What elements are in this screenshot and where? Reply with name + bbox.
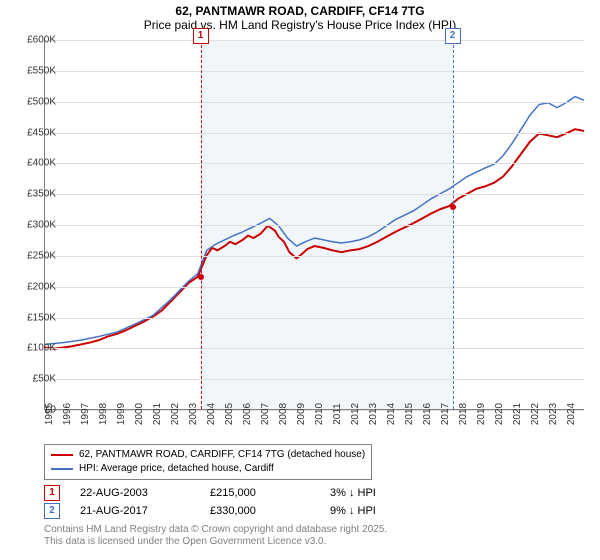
x-tick-label: 2021 [512,403,523,425]
attribution-line: Contains HM Land Registry data © Crown c… [44,524,387,536]
y-tick-label: £400K [16,158,56,169]
x-tick-label: 2002 [170,403,181,425]
y-tick-label: £200K [16,281,56,292]
x-tick-label: 2017 [440,403,451,425]
x-tick-label: 2013 [368,403,379,425]
gridline [45,194,584,195]
gridline [45,163,584,164]
gridline [45,40,584,41]
y-tick-label: £500K [16,96,56,107]
x-tick-label: 2014 [386,403,397,425]
x-tick-label: 1997 [80,403,91,425]
x-tick-label: 2018 [458,403,469,425]
x-tick-label: 2008 [278,403,289,425]
y-tick-label: £150K [16,312,56,323]
notes-block: 1 22-AUG-2003 £215,000 3% ↓ HPI 2 21-AUG… [44,484,376,520]
x-tick-label: 2015 [404,403,415,425]
x-tick-label: 2016 [422,403,433,425]
x-tick-label: 1995 [44,403,55,425]
legend-swatch [51,454,73,456]
series-line [45,129,584,349]
x-tick-label: 2003 [188,403,199,425]
x-tick-label: 2001 [152,403,163,425]
y-tick-label: £300K [16,220,56,231]
gridline [45,287,584,288]
note-delta: 9% ↓ HPI [330,505,376,517]
event-marker-box: 2 [445,28,461,44]
x-tick-label: 2023 [548,403,559,425]
x-tick-label: 2024 [566,403,577,425]
legend-label: 62, PANTMAWR ROAD, CARDIFF, CF14 7TG (de… [79,448,365,462]
x-tick-label: 2011 [332,403,343,425]
chart-plot-area: 12 [44,40,584,410]
y-tick-label: £350K [16,189,56,200]
y-tick-label: £450K [16,127,56,138]
gridline [45,256,584,257]
title-sub: Price paid vs. HM Land Registry's House … [0,18,600,32]
x-tick-label: 2005 [224,403,235,425]
x-tick-label: 2020 [494,403,505,425]
series-line [45,97,584,345]
event-vline [201,40,202,409]
event-marker-box: 1 [193,28,209,44]
x-tick-label: 2009 [296,403,307,425]
x-tick-label: 1996 [62,403,73,425]
event-vline [453,40,454,409]
y-tick-label: £600K [16,35,56,46]
note-date: 21-AUG-2017 [80,505,190,517]
x-tick-label: 2012 [350,403,361,425]
x-tick-label: 1998 [98,403,109,425]
note-price: £215,000 [210,487,310,499]
y-tick-label: £100K [16,343,56,354]
gridline [45,133,584,134]
chart-container: 62, PANTMAWR ROAD, CARDIFF, CF14 7TG Pri… [0,0,600,560]
x-tick-label: 2007 [260,403,271,425]
note-delta: 3% ↓ HPI [330,487,376,499]
note-date: 22-AUG-2003 [80,487,190,499]
legend-item: 62, PANTMAWR ROAD, CARDIFF, CF14 7TG (de… [51,448,365,462]
gridline [45,71,584,72]
event-dot [198,274,204,280]
legend-swatch [51,468,73,470]
gridline [45,102,584,103]
y-tick-label: £50K [16,374,56,385]
legend-box: 62, PANTMAWR ROAD, CARDIFF, CF14 7TG (de… [44,444,372,480]
gridline [45,379,584,380]
note-marker: 2 [44,503,60,519]
legend-label: HPI: Average price, detached house, Card… [79,462,274,476]
y-tick-label: £550K [16,65,56,76]
x-tick-label: 1999 [116,403,127,425]
x-tick-label: 2010 [314,403,325,425]
x-tick-label: 2000 [134,403,145,425]
x-tick-label: 2004 [206,403,217,425]
note-marker: 1 [44,485,60,501]
title-block: 62, PANTMAWR ROAD, CARDIFF, CF14 7TG Pri… [0,0,600,32]
gridline [45,225,584,226]
note-price: £330,000 [210,505,310,517]
legend-item: HPI: Average price, detached house, Card… [51,462,365,476]
gridline [45,318,584,319]
x-tick-label: 2022 [530,403,541,425]
y-tick-label: £250K [16,250,56,261]
note-row: 1 22-AUG-2003 £215,000 3% ↓ HPI [44,484,376,502]
attribution-line: This data is licensed under the Open Gov… [44,536,387,548]
note-row: 2 21-AUG-2017 £330,000 9% ↓ HPI [44,502,376,520]
x-tick-label: 2019 [476,403,487,425]
x-tick-label: 2006 [242,403,253,425]
title-main: 62, PANTMAWR ROAD, CARDIFF, CF14 7TG [0,4,600,18]
gridline [45,348,584,349]
attribution: Contains HM Land Registry data © Crown c… [44,524,387,548]
event-dot [450,204,456,210]
